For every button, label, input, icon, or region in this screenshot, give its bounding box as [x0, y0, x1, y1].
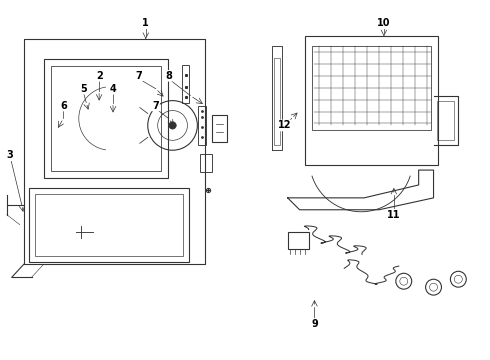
Text: 5: 5 [80, 84, 87, 94]
Text: 7: 7 [135, 71, 142, 81]
Text: 1: 1 [143, 18, 149, 28]
Text: 7: 7 [152, 100, 159, 111]
Bar [50, 66, 161, 171]
Text: 2: 2 [96, 71, 102, 81]
Text: 3: 3 [6, 150, 13, 160]
Text: 4: 4 [110, 84, 117, 94]
Bar [35, 194, 183, 256]
Text: 10: 10 [377, 18, 391, 28]
Bar [212, 114, 227, 142]
Text: 11: 11 [387, 210, 401, 220]
Bar [182, 65, 190, 103]
Bar [305, 36, 439, 165]
Text: 12: 12 [278, 121, 292, 130]
Bar [313, 46, 431, 130]
Text: 6: 6 [60, 100, 67, 111]
Bar [44, 59, 168, 178]
Circle shape [169, 122, 176, 129]
Bar [29, 188, 190, 262]
Bar [198, 105, 206, 145]
Text: 8: 8 [165, 71, 172, 81]
Bar [274, 58, 280, 145]
Bar [288, 231, 310, 249]
Bar [200, 154, 212, 172]
Text: 9: 9 [311, 319, 318, 329]
Bar [437, 100, 454, 140]
